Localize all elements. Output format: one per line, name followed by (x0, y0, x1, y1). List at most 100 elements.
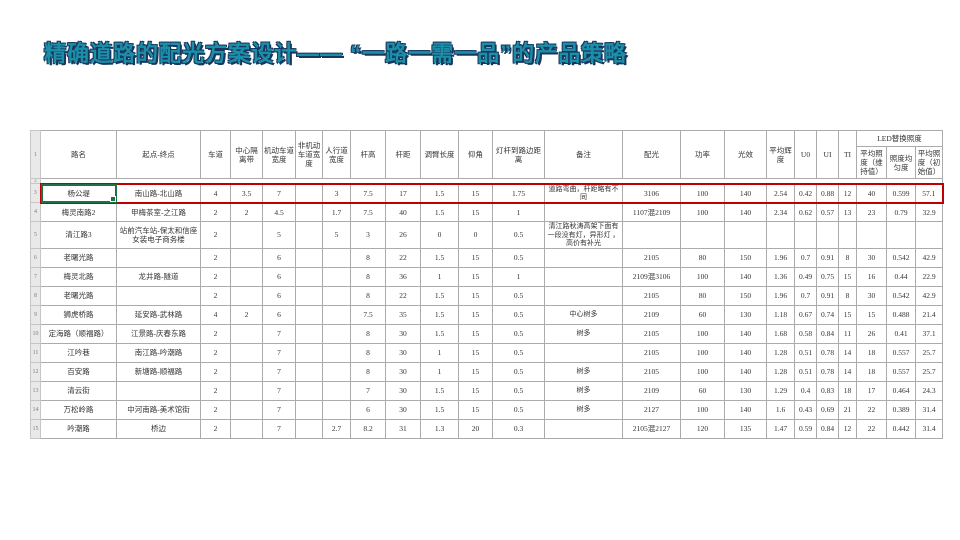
col-header-median: 中心隔离带 (230, 130, 263, 179)
cell-remark (544, 202, 623, 222)
cell-pole-spacing: 30 (385, 342, 421, 363)
cell-start-end (116, 247, 201, 268)
cell-efficacy: 140 (724, 202, 767, 222)
cell-pole-height: 6 (350, 399, 386, 420)
table-row: 10 定海路（顺福路） 江景路-庆春东路 2 7 8 30 1.5 15 0.5 树多 2105 100… (30, 323, 944, 344)
slide-title: 精确道路的配光方案设计—— “一路一需一品”的产品策略 (44, 41, 628, 66)
cell-avg-luminance: 2.34 (766, 202, 795, 222)
col-header-road-name: 路名 (40, 130, 117, 179)
table-row: 4 梅灵南路2 甲梅茶室-之江路 2 2 4.5 1.7 7.5 40 1.5 15 1 1107混21… (30, 202, 944, 222)
road-lighting-table-container: 1 路名 起点-终点 车道 中心隔离带 机动车道宽度 非机动车道宽度 人行道宽度… (30, 130, 944, 439)
cell-start-end (116, 285, 201, 306)
cell-motorway-width: 4.5 (262, 202, 296, 222)
cell-efficacy: 150 (724, 247, 767, 268)
cell-road-name: 杨公堤 (39, 182, 117, 204)
row-number: 13 (30, 380, 41, 401)
cell-led-uniformity: 0.44 (886, 266, 916, 287)
cell-road-name: 老曙光路 (40, 285, 117, 306)
cell-non-motor-width (295, 323, 323, 344)
cell-median: 2 (230, 202, 263, 222)
cell-arm-length: 1.5 (420, 247, 459, 268)
table-row: 13 清云街 2 7 7 30 1.5 15 0.5 树多 2109 60 130 1.29 0.4 0.83… (30, 380, 944, 401)
cell-arm-length: 1.5 (420, 182, 459, 204)
cell-median (230, 399, 263, 420)
cell-distribution (622, 221, 681, 249)
cell-tilt-angle: 20 (458, 418, 493, 439)
header-row-main: 1 路名 起点-终点 车道 中心隔离带 机动车道宽度 非机动车道宽度 人行道宽度… (30, 130, 944, 179)
cell-ui: 0.88 (816, 182, 839, 204)
table-row: 7 梅灵北路 龙井路-隧道 2 6 8 36 1 15 1 2109混3106 100 140 1.36 0… (30, 266, 944, 287)
cell-start-end: 新塘路-顺福路 (116, 361, 201, 382)
cell-u0: 0.58 (794, 323, 817, 344)
cell-arm-length: 1 (420, 266, 459, 287)
cell-ti: 21 (838, 399, 857, 420)
cell-led-avg-maintained: 18 (856, 342, 887, 363)
cell-motorway-width: 7 (262, 361, 296, 382)
cell-led-avg-maintained: 30 (856, 285, 887, 306)
cell-pole-height: 7 (350, 380, 386, 401)
cell-pole-spacing: 30 (385, 399, 421, 420)
cell-non-motor-width (295, 247, 323, 268)
cell-led-avg-maintained: 22 (856, 418, 887, 439)
table-row: 3 杨公堤 南山路-北山路 4 3.5 7 3 7.5 17 1.5 15 1.75 道路弯曲，杆距略有… (30, 182, 944, 204)
cell-lanes: 4 (200, 182, 231, 204)
cell-led-avg-maintained: 18 (856, 361, 887, 382)
row-number: 5 (30, 221, 41, 249)
cell-power: 60 (680, 304, 725, 325)
cell-pole-to-edge: 1.75 (492, 182, 545, 204)
cell-avg-luminance: 1.18 (766, 304, 795, 325)
cell-arm-length: 1.5 (420, 202, 459, 222)
col-header-remark: 备注 (544, 130, 623, 179)
cell-u0: 0.62 (794, 202, 817, 222)
cell-sidewalk-width: 2.7 (322, 418, 351, 439)
cell-road-name: 江吟巷 (40, 342, 117, 363)
cell-remark (544, 247, 623, 268)
cell-sidewalk-width: 3 (322, 182, 351, 204)
cell-pole-to-edge: 1 (492, 202, 545, 222)
cell-start-end: 桥边 (116, 418, 201, 439)
cell-pole-spacing: 40 (385, 202, 421, 222)
cell-distribution: 2105 (622, 285, 681, 306)
cell-ui (816, 221, 839, 249)
cell-efficacy: 140 (724, 182, 767, 204)
cell-pole-spacing: 22 (385, 247, 421, 268)
col-header-power: 功率 (680, 130, 725, 179)
table-row: 12 百安路 新塘路-顺福路 2 7 8 30 1 15 0.5 树多 2105 100 140 1.28 0… (30, 361, 944, 382)
cell-pole-spacing: 35 (385, 304, 421, 325)
cell-u0 (794, 221, 817, 249)
cell-lanes: 2 (200, 380, 231, 401)
cell-non-motor-width (295, 221, 323, 249)
col-header-u0: U0 (794, 130, 817, 179)
cell-u0: 0.59 (794, 418, 817, 439)
cell-motorway-width: 6 (262, 304, 296, 325)
cell-arm-length: 1.5 (420, 323, 459, 344)
cell-led-avg-maintained: 16 (856, 266, 887, 287)
row-number: 14 (30, 399, 41, 420)
cell-u0: 0.7 (794, 247, 817, 268)
cell-led-avg-maintained: 17 (856, 380, 887, 401)
cell-sidewalk-width (322, 247, 351, 268)
cell-efficacy: 140 (724, 323, 767, 344)
cell-sidewalk-width: 5 (322, 221, 351, 249)
cell-ti: 12 (838, 182, 857, 204)
cell-led-avg-maintained: 22 (856, 399, 887, 420)
cell-pole-height: 8 (350, 342, 386, 363)
cell-motorway-width: 7 (262, 342, 296, 363)
row-number: 9 (30, 304, 41, 325)
cell-motorway-width: 7 (262, 418, 296, 439)
cell-arm-length: 1.3 (420, 418, 459, 439)
cell-power: 100 (680, 182, 725, 204)
cell-pole-spacing: 17 (385, 182, 421, 204)
cell-motorway-width: 7 (262, 380, 296, 401)
cell-sidewalk-width: 1.7 (322, 202, 351, 222)
cell-efficacy: 135 (724, 418, 767, 439)
cell-efficacy: 140 (724, 342, 767, 363)
cell-led-avg-maintained: 40 (856, 182, 887, 204)
cell-ui: 0.83 (816, 380, 839, 401)
cell-led-avg-initial: 25.7 (914, 342, 944, 363)
cell-tilt-angle: 15 (458, 361, 493, 382)
cell-pole-to-edge: 0.5 (492, 221, 545, 249)
cell-road-name: 清云街 (40, 380, 117, 401)
cell-tilt-angle: 0 (458, 221, 493, 249)
